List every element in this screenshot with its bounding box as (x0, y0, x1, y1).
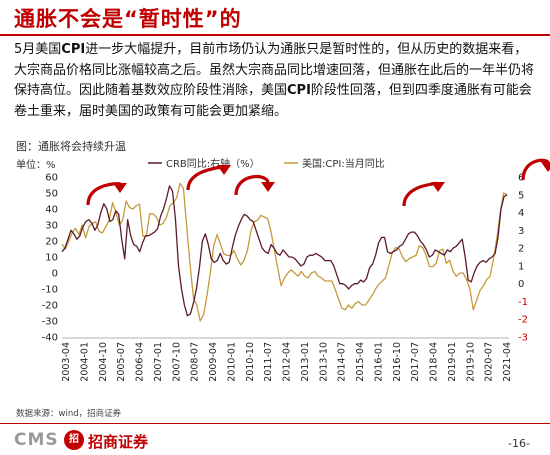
paragraph-text: 进一步大幅提升，目前市场仍认为通胀只是暂时性的，但从历史的数据来看，大宗商品价格… (14, 42, 535, 98)
paragraph-keyword: CPI (61, 42, 86, 57)
y-tick-right: -2 (518, 315, 528, 326)
footer-divider (0, 423, 550, 424)
x-tick-label: 2013-10 (318, 342, 329, 382)
paragraph-text: 阶段性回落，但到四季度通胀有可能会卷土重来，届时美国的政策有可能会更加紧缩。 (14, 83, 532, 119)
x-tick-label: 2005-07 (116, 342, 127, 382)
x-tick-label: 2011-07 (263, 342, 274, 382)
legend-label: CRB同比:右轴（%） (166, 157, 260, 170)
y-tick-right: 3 (518, 226, 524, 237)
dual-axis-line-chart: 单位：% CRB同比:右轴（%） 美国:CPI:当月同比6050403020100-… (16, 157, 550, 382)
y-tick-left: -20 (42, 301, 58, 312)
cpi-series-line (61, 182, 508, 322)
x-tick-label: 2010-10 (245, 342, 256, 382)
trend-arrowhead-5 (541, 162, 550, 172)
y-tick-left: 10 (45, 253, 58, 264)
figure-caption: 图：通胀将会持续升温 (16, 140, 126, 153)
x-tick-label: 2016-01 (373, 342, 384, 382)
trend-arrow-3 (234, 175, 270, 196)
y-tick-right: 5 (518, 190, 524, 201)
x-tick-label: 2016-10 (392, 342, 403, 382)
page-title: 通胀不会是“暂时性”的 (14, 7, 242, 31)
paragraph-text: 5月美国 (14, 42, 62, 57)
legend-label: 美国:CPI:当月同比 (302, 157, 385, 170)
x-tick-label: 2004-01 (79, 342, 90, 382)
y-tick-right: -3 (518, 333, 528, 344)
x-tick-label: 2018-04 (429, 342, 440, 382)
y-tick-right: 4 (518, 208, 524, 219)
company-name: 招商证券 (88, 433, 149, 451)
y-tick-left: 20 (45, 237, 58, 248)
x-tick-label: 2004-10 (98, 342, 109, 382)
y-tick-right: 6 (518, 173, 524, 184)
x-tick-label: 2013-01 (300, 342, 311, 382)
y-tick-left: 40 (45, 205, 58, 216)
page-number: -16- (508, 437, 530, 450)
title-divider (0, 34, 550, 36)
trend-arrowhead-4 (431, 182, 445, 192)
trend-arrow-5 (521, 158, 550, 181)
x-tick-label: 2021-04 (502, 342, 513, 382)
trend-arrow-4 (402, 181, 440, 207)
x-tick-label: 2017-07 (410, 342, 421, 382)
trend-arrowhead-2 (217, 165, 231, 175)
x-tick-label: 2007-10 (171, 342, 182, 382)
cms-logo-badge: 招 (64, 430, 84, 450)
x-tick-label: 2020-07 (484, 342, 495, 382)
x-tick-label: 2009-04 (208, 342, 219, 382)
body-paragraph: 5月美国CPI进一步大幅提升，目前市场仍认为通胀只是暂时性的，但从历史的数据来看… (14, 40, 540, 122)
y-tick-left: -30 (42, 317, 58, 328)
trend-arrowhead-3 (261, 182, 275, 192)
y-tick-left: 30 (45, 221, 58, 232)
x-tick-label: 2008-07 (190, 342, 201, 382)
y-tick-left: 50 (45, 189, 58, 200)
x-tick-label: 2014-07 (337, 342, 348, 382)
x-tick-label: 2012-04 (282, 342, 293, 382)
y-tick-right: -1 (518, 297, 528, 308)
crb-series-line (61, 185, 508, 317)
cms-logo-text: CMS (14, 430, 59, 450)
y-tick-left: 0 (52, 269, 58, 280)
y-tick-left: -40 (42, 333, 58, 344)
x-tick-label: 2006-04 (135, 342, 146, 382)
y-tick-right: 2 (518, 244, 524, 255)
x-tick-label: 2010-01 (226, 342, 237, 382)
unit-label: 单位：% (16, 158, 56, 171)
trend-arrowhead-1 (113, 183, 127, 193)
trend-arrow-1 (86, 182, 122, 206)
x-tick-label: 2019-10 (465, 342, 476, 382)
x-tick-label: 2007-01 (153, 342, 164, 382)
y-tick-right: 0 (518, 279, 524, 290)
x-tick-label: 2003-04 (61, 342, 72, 382)
y-tick-left: -10 (42, 285, 58, 296)
x-tick-label: 2015-04 (355, 342, 366, 382)
y-tick-right: 1 (518, 261, 524, 272)
x-tick-label: 2019-01 (447, 342, 458, 382)
y-tick-left: 60 (45, 173, 58, 184)
data-source-note: 数据来源：wind，招商证券 (16, 409, 122, 419)
paragraph-keyword: CPI (287, 83, 311, 98)
